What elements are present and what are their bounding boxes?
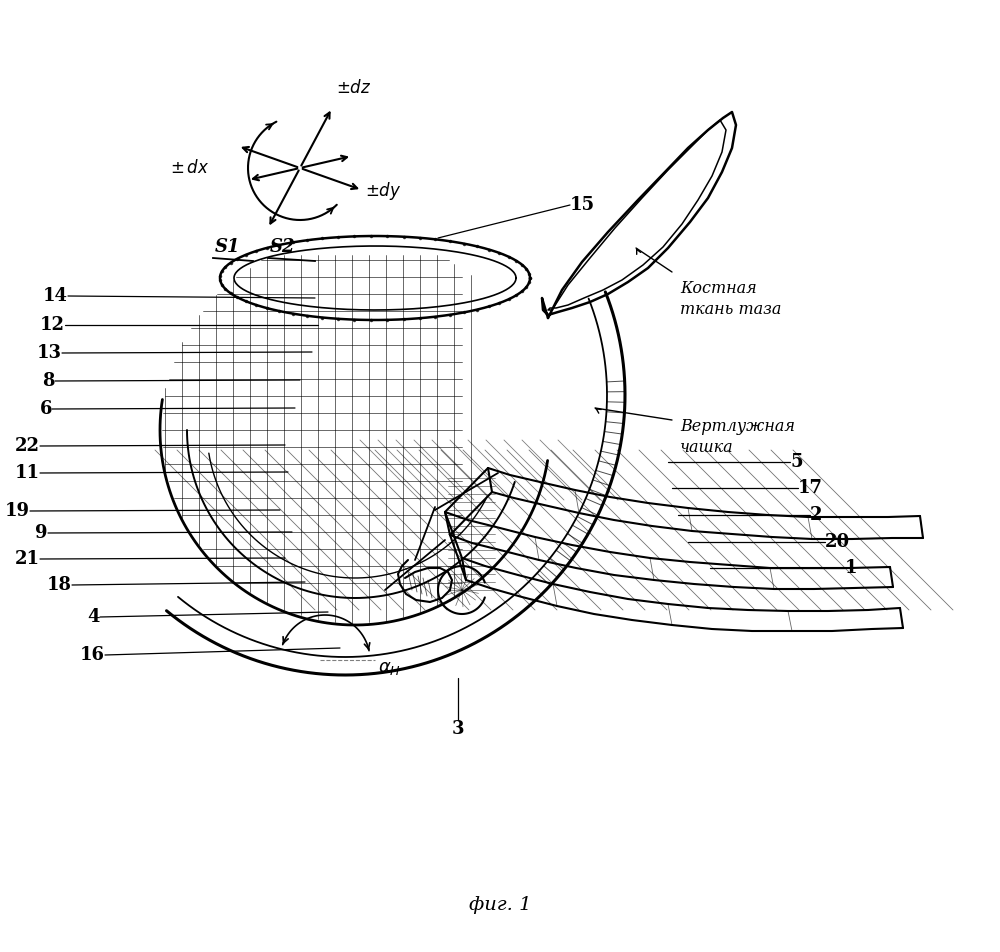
Text: 15: 15 [570,196,595,214]
Text: 18: 18 [47,576,72,594]
Text: $\pm dz$: $\pm dz$ [336,79,372,97]
Text: S1: S1 [215,238,240,256]
Text: 4: 4 [88,608,100,626]
Text: $\alpha_H$: $\alpha_H$ [378,659,401,677]
Text: 5: 5 [790,453,803,471]
Text: $\pm\,dx$: $\pm\,dx$ [170,159,209,177]
Text: 1: 1 [845,559,858,577]
Text: 16: 16 [80,646,105,664]
Text: 14: 14 [43,287,68,305]
Text: 2: 2 [810,506,822,524]
Text: 8: 8 [42,372,55,390]
Text: Вертлужная
чашка: Вертлужная чашка [680,418,795,456]
Text: 12: 12 [40,316,65,334]
Text: 17: 17 [798,479,823,497]
Text: 22: 22 [15,437,40,455]
Text: 11: 11 [15,464,40,482]
Text: 9: 9 [36,524,48,542]
Text: 21: 21 [15,550,40,568]
Text: $\pm dy$: $\pm dy$ [365,180,402,202]
Text: 6: 6 [40,400,52,418]
Text: 3: 3 [452,720,464,738]
Text: S2: S2 [270,238,296,256]
Text: 20: 20 [825,533,850,551]
Text: Костная
ткань таза: Костная ткань таза [680,280,781,318]
Text: 19: 19 [5,502,30,520]
Text: 13: 13 [37,344,62,362]
Text: фиг. 1: фиг. 1 [469,896,531,914]
